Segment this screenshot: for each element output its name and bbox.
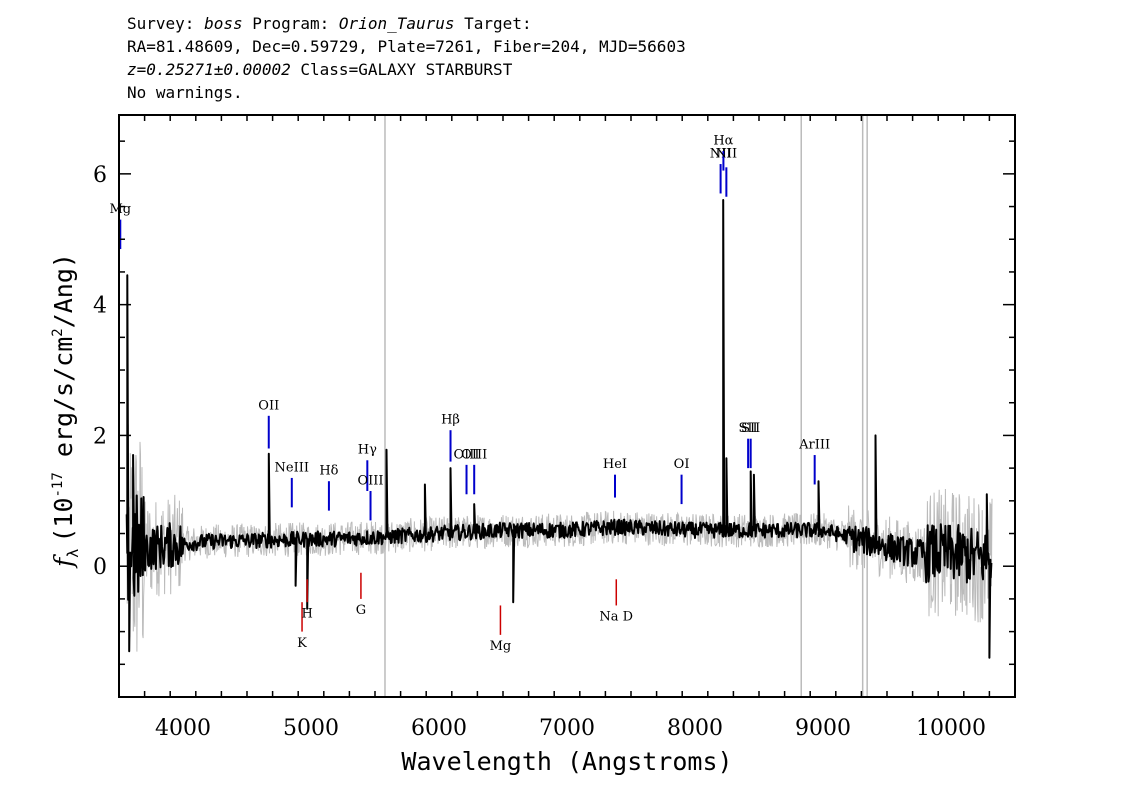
header-line-warnings: No warnings. bbox=[127, 83, 243, 102]
emission-line-label: HeI bbox=[603, 457, 627, 472]
spectrum-trace bbox=[125, 199, 993, 659]
emission-line-label: SII bbox=[741, 421, 760, 436]
y-tick-label: 0 bbox=[93, 555, 107, 580]
x-tick-label: 7000 bbox=[539, 716, 595, 741]
x-axis-title: Wavelength (Angstroms) bbox=[401, 747, 732, 776]
emission-line-label: SII bbox=[739, 421, 758, 436]
absorption-line-label: K bbox=[297, 636, 307, 651]
x-tick-label: 6000 bbox=[411, 716, 467, 741]
plot-frame bbox=[118, 114, 1016, 698]
x-tick-label: 5000 bbox=[283, 716, 339, 741]
emission-line-label: NeIII bbox=[275, 460, 309, 475]
spectrum-header: Survey: boss Program: Orion_Taurus Targe… bbox=[127, 12, 686, 104]
emission-line-label: OI bbox=[674, 457, 690, 472]
program-label: Program: bbox=[242, 14, 339, 33]
program-value: Orion_Taurus bbox=[338, 14, 455, 33]
absorption-line-label: Mg bbox=[490, 639, 512, 654]
y-tick-label: 6 bbox=[93, 163, 107, 188]
header-line-redshift: z=0.25271±0.00002 Class=GALAXY STARBURST bbox=[127, 58, 686, 81]
emission-line-label: Hβ bbox=[441, 413, 460, 428]
flux-spectrum bbox=[125, 199, 993, 659]
emission-line-label: OIII bbox=[357, 473, 383, 488]
emission-line-label: OIII bbox=[453, 447, 479, 462]
x-tick-label: 8000 bbox=[667, 716, 723, 741]
y-tick-label: 2 bbox=[93, 424, 107, 449]
survey-value: boss bbox=[204, 14, 243, 33]
x-tick-label: 10000 bbox=[916, 716, 986, 741]
header-line-survey: Survey: boss Program: Orion_Taurus Targe… bbox=[127, 12, 686, 35]
absorption-line-label: Na D bbox=[599, 610, 633, 625]
emission-line-label: ArIII bbox=[798, 438, 830, 453]
absorption-line-label: H bbox=[301, 606, 312, 621]
emission-line-label: Hγ bbox=[358, 443, 377, 458]
y-tick-label: 4 bbox=[93, 294, 107, 319]
masked-regions bbox=[384, 115, 868, 697]
emission-line-label: NII bbox=[716, 147, 738, 162]
x-tick-label: 9000 bbox=[795, 716, 851, 741]
emission-line-label: Mg bbox=[109, 202, 131, 217]
x-tick-label: 4000 bbox=[155, 716, 211, 741]
emission-line-label: OIII bbox=[461, 447, 487, 462]
survey-label: Survey: bbox=[127, 14, 205, 33]
y-axis-title: fλ(10-17 erg/s/cm2/Ang) bbox=[49, 253, 82, 569]
emission-line-label: Hα bbox=[713, 133, 733, 148]
axis-ticks: 4000 5000 6000 7000 8000 9000 10000 0 2 4 6 bbox=[93, 115, 1016, 741]
emission-line-label: OII bbox=[258, 398, 279, 413]
class-value: Class=GALAXY STARBURST bbox=[290, 60, 513, 79]
redshift-value: z=0.25271±0.00002 bbox=[127, 60, 291, 79]
header-line-coordinates: RA=81.48609, Dec=0.59729, Plate=7261, Fi… bbox=[127, 37, 686, 56]
absorption-line-label: G bbox=[356, 603, 366, 618]
emission-line-label: NII bbox=[710, 147, 732, 162]
target-label: Target: bbox=[454, 14, 532, 33]
emission-line-label: Hδ bbox=[319, 464, 338, 479]
